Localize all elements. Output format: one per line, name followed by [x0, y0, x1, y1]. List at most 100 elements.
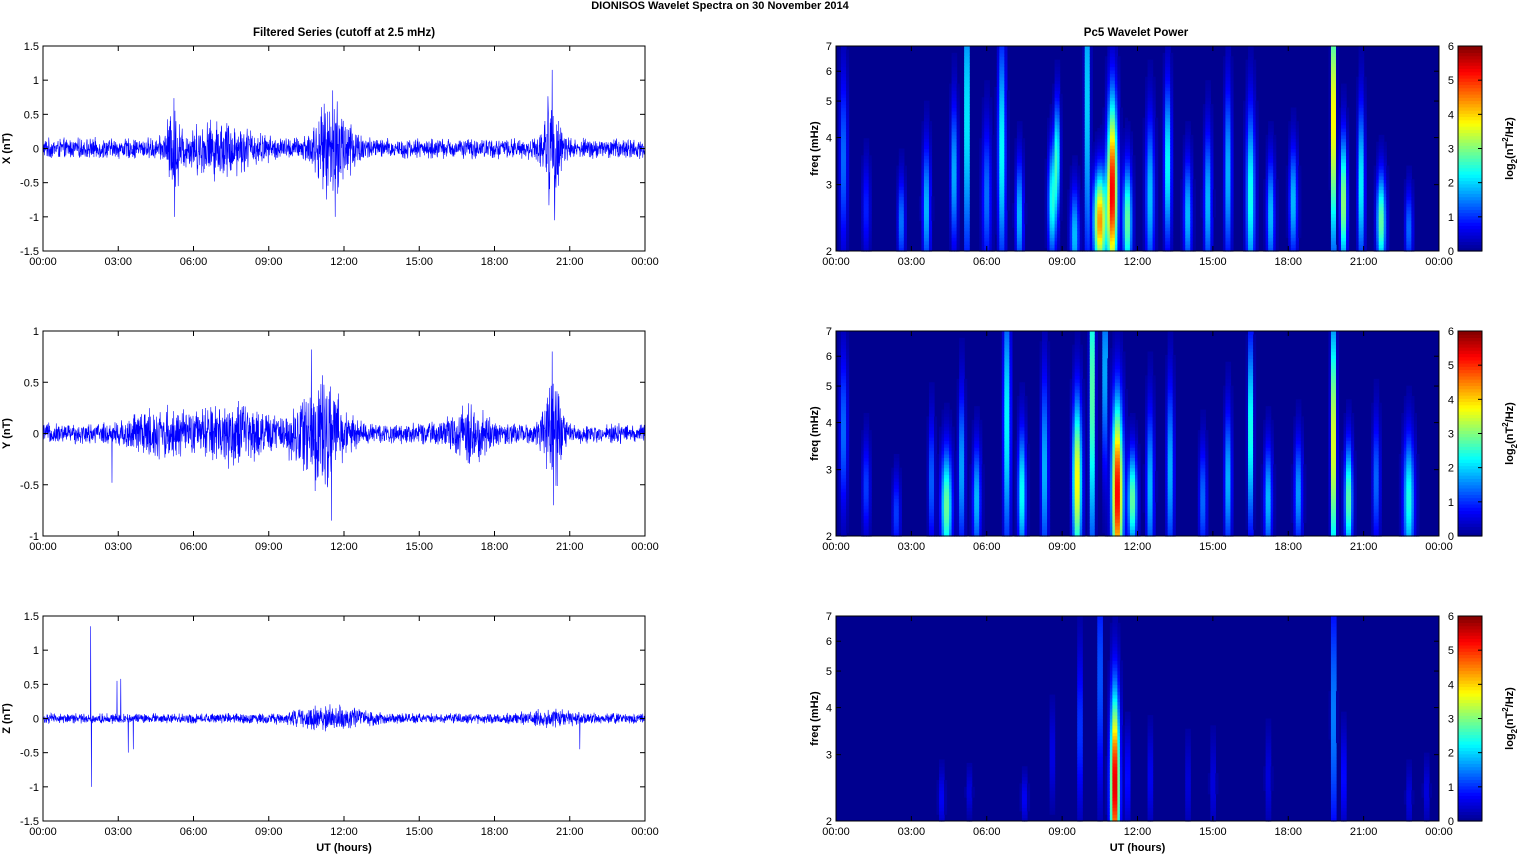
x-power-cell [964, 110, 968, 115]
x-power-cell [928, 210, 933, 215]
x-power-cell [846, 227, 850, 232]
x-power-cell [1074, 182, 1078, 187]
x-power-cell [1245, 186, 1249, 191]
x-power-cell [1222, 76, 1227, 81]
x-power-cell [898, 230, 902, 235]
x-power-cell [1129, 141, 1134, 146]
x-power-cell [1202, 114, 1206, 119]
x-power-cell [1094, 148, 1098, 153]
x-power-cell [1067, 216, 1071, 221]
x-power-cell [999, 179, 1003, 184]
x-power-cell [979, 189, 983, 194]
x-power-cell [999, 121, 1003, 126]
x-power-cell [1067, 189, 1071, 194]
x-power-cell [1253, 165, 1257, 170]
x-power-cell [1227, 186, 1232, 191]
x-power-cell [1150, 230, 1154, 235]
x-power-cell [1170, 131, 1174, 136]
x-power-cell [1006, 203, 1010, 208]
y-series-xtick-label: 03:00 [104, 541, 132, 553]
x-power-cell [1107, 196, 1111, 201]
x-power-cell [1104, 220, 1108, 225]
x-power-cell [1054, 59, 1058, 64]
x-power-cell [926, 189, 930, 194]
x-power-cell [1129, 237, 1134, 242]
x-power-cell [1109, 69, 1113, 74]
x-power-cell [843, 216, 847, 221]
x-power-cell [951, 172, 955, 177]
x-power-cell [1270, 179, 1274, 184]
x-power-cell [1167, 141, 1171, 146]
x-power-cell [921, 121, 925, 126]
x-power-cell [989, 117, 993, 122]
x-power-cell [1127, 155, 1131, 160]
x-power-cell [843, 46, 847, 51]
x-power-cell [1268, 199, 1272, 204]
x-power-cell [1006, 121, 1010, 126]
x-power-cell [1124, 121, 1129, 126]
x-power-cell [923, 192, 928, 197]
x-power-cell [1227, 206, 1232, 211]
x-power-cell [861, 237, 865, 242]
x-power-cell [949, 169, 953, 174]
x-power-cell [1227, 220, 1232, 225]
x-power-cell [979, 199, 983, 204]
x-power-cell [1190, 216, 1194, 221]
x-power-cell [1059, 199, 1063, 204]
x-power-cell [966, 206, 970, 211]
x-power-cell [928, 128, 933, 133]
x-power-cell [966, 162, 970, 167]
x-power-cell [994, 110, 998, 115]
x-power-cell [1170, 172, 1174, 177]
x-power-cell [1222, 186, 1227, 191]
x-power-cell [1019, 128, 1023, 133]
x-power-cell [1227, 90, 1232, 95]
x-power-cell [1255, 169, 1259, 174]
x-power-cell [1205, 124, 1209, 129]
x-power-cell [923, 138, 928, 143]
x-power-cell [1127, 192, 1131, 197]
x-power-cell [1147, 233, 1151, 238]
x-power-cell [984, 247, 988, 252]
x-power-cell [841, 128, 845, 133]
x-power-cell [1114, 73, 1118, 78]
x-power-cell [1109, 175, 1113, 180]
x-power-cell [1265, 179, 1269, 184]
x-power-cell [868, 210, 872, 215]
x-power-cell [1049, 206, 1053, 211]
x-power-cell [1192, 233, 1196, 238]
x-power-cell [926, 148, 930, 153]
x-power-cell [951, 134, 955, 139]
x-power-cell [949, 220, 953, 225]
x-power-cell [1084, 87, 1088, 92]
x-power-cell [1255, 247, 1259, 252]
x-power-cell [1170, 227, 1174, 232]
x-power-cell [863, 213, 867, 218]
x-power-cell [921, 145, 925, 150]
x-power-cell [1112, 110, 1116, 115]
x-power-cell [1273, 240, 1277, 245]
x-power-cell [1170, 97, 1174, 102]
x-power-cell [951, 107, 955, 112]
x-power-cell [866, 145, 870, 150]
x-power-cell [986, 114, 990, 119]
x-power-cell [1049, 155, 1053, 160]
x-power-cell [1001, 227, 1005, 232]
x-power-cell [964, 233, 968, 238]
x-power-cell [1069, 182, 1073, 187]
x-power-cell [1109, 121, 1113, 126]
x-power-cell [1230, 134, 1234, 139]
x-power-cell [964, 87, 968, 92]
x-power-cell [923, 213, 928, 218]
x-power-cell [1167, 73, 1171, 78]
x-power-cell [1059, 155, 1063, 160]
x-power-cell [999, 227, 1003, 232]
x-power-cell [1225, 128, 1229, 133]
x-power-cell [1114, 114, 1118, 119]
x-power-cell [838, 83, 842, 88]
x-power-cell [1190, 141, 1194, 146]
x-power-cell [1190, 244, 1194, 249]
x-power-cell [1270, 141, 1274, 146]
x-power-cell [1084, 244, 1088, 249]
x-power-cell [843, 230, 847, 235]
